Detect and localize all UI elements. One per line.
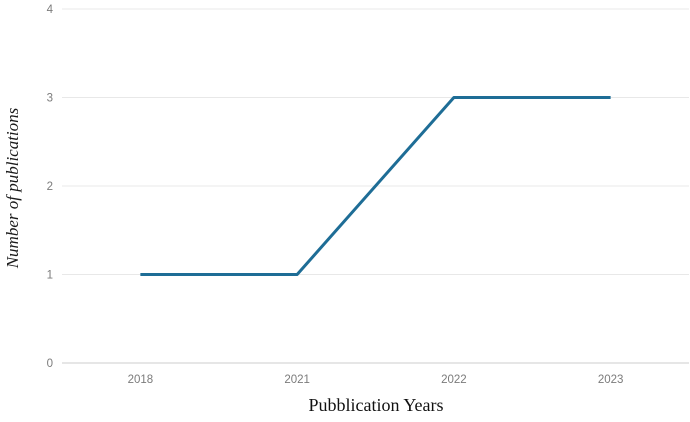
y-axis-title: Number of publications xyxy=(3,107,22,269)
x-tick-label: 2021 xyxy=(284,374,310,386)
x-tick-label: 2018 xyxy=(128,374,154,386)
x-axis-title: Pubblication Years xyxy=(308,395,444,415)
series-line-publications xyxy=(140,96,611,276)
x-tick-label: 2023 xyxy=(598,374,624,386)
y-tick-label: 4 xyxy=(47,4,54,16)
y-tick-label: 2 xyxy=(47,181,53,193)
y-tick-label: 0 xyxy=(47,358,53,370)
y-tick-label: 1 xyxy=(47,270,53,282)
y-tick-label: 3 xyxy=(47,93,53,105)
x-tick-label: 2022 xyxy=(441,374,467,386)
